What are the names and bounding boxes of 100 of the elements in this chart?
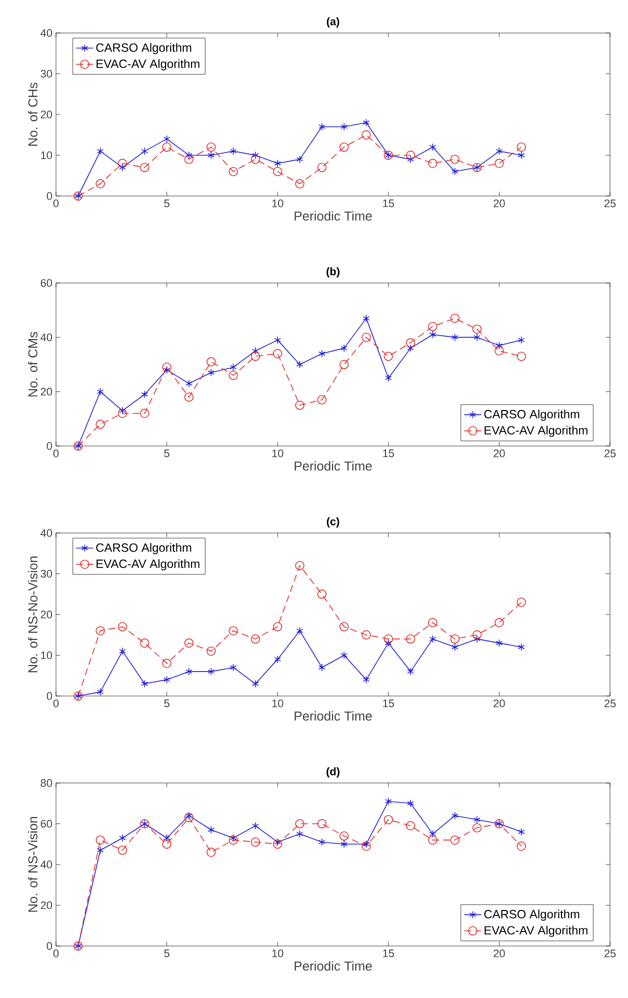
point <box>339 831 349 841</box>
point <box>407 799 414 808</box>
point <box>296 360 304 368</box>
point <box>428 158 438 168</box>
point <box>118 158 128 168</box>
x-tick-label: 5 <box>164 700 170 708</box>
point <box>230 834 237 842</box>
y-tick-label: 20 <box>40 110 52 118</box>
point <box>474 333 480 342</box>
x-tick-label: 20 <box>494 950 505 958</box>
chart-title: (b) <box>326 267 340 278</box>
x-axis-title: Periodic Time <box>294 211 372 221</box>
point <box>496 639 503 647</box>
point <box>208 368 215 377</box>
x-tick-label: 10 <box>272 950 284 958</box>
x-tick-label: 15 <box>383 700 394 708</box>
point <box>274 159 282 168</box>
point <box>518 151 525 160</box>
x-tick-label: 15 <box>383 200 394 208</box>
x-tick-label: 10 <box>272 200 284 208</box>
point <box>384 352 394 361</box>
point <box>208 826 215 834</box>
point <box>407 344 414 352</box>
point <box>119 834 126 842</box>
point <box>163 366 170 374</box>
y-tick-label: 40 <box>40 529 52 537</box>
point <box>252 822 259 830</box>
point <box>252 151 259 160</box>
point <box>230 363 237 372</box>
point <box>250 837 260 847</box>
point <box>118 846 128 855</box>
point <box>119 406 126 415</box>
point <box>186 151 192 160</box>
point <box>472 823 482 832</box>
point <box>340 840 348 848</box>
point <box>340 651 348 660</box>
point <box>518 336 525 344</box>
point <box>118 622 128 632</box>
point <box>451 643 458 651</box>
point <box>496 147 503 156</box>
point <box>206 357 216 366</box>
point <box>472 324 482 334</box>
point <box>273 840 282 849</box>
point <box>429 830 436 838</box>
y-tick-label: 20 <box>40 901 52 910</box>
point <box>186 668 192 676</box>
point <box>406 821 416 830</box>
y-axis-title: No. of CHs <box>28 82 38 146</box>
x-tick-label: 15 <box>383 450 394 458</box>
point <box>274 655 282 664</box>
y-tick-label: 80 <box>40 779 52 787</box>
point <box>96 688 104 696</box>
point <box>295 819 304 828</box>
point <box>252 347 259 355</box>
point <box>474 635 480 643</box>
point <box>384 374 392 382</box>
x-tick-label: 5 <box>164 200 170 208</box>
point <box>141 390 148 398</box>
point <box>228 370 238 380</box>
point <box>184 154 194 164</box>
point <box>429 330 436 339</box>
legend-label: CARSO Algorithm <box>484 410 580 421</box>
legend-label: CARSO Algorithm <box>96 543 192 554</box>
y-axis-title: No. of NS-No-Vision <box>28 556 38 672</box>
x-axis-title: Periodic Time <box>294 961 372 971</box>
y-tick-label: 60 <box>40 820 52 828</box>
point <box>119 164 126 172</box>
point <box>162 840 172 849</box>
point <box>96 147 104 156</box>
point <box>496 342 503 350</box>
point <box>340 122 348 131</box>
point <box>516 842 526 851</box>
point <box>317 162 327 172</box>
point <box>208 668 215 676</box>
point <box>429 635 436 643</box>
point <box>362 130 371 140</box>
point <box>163 135 170 143</box>
point <box>208 151 215 160</box>
point <box>362 314 370 322</box>
y-axis-title: No. of NS-Vision <box>28 816 38 912</box>
point <box>141 147 148 156</box>
point <box>450 634 460 644</box>
point <box>318 838 326 846</box>
point <box>516 598 526 607</box>
point <box>96 835 105 845</box>
point <box>384 815 393 824</box>
point <box>516 352 526 361</box>
point <box>206 848 216 857</box>
point <box>516 142 526 152</box>
point <box>162 142 172 152</box>
point <box>450 314 460 323</box>
point <box>296 830 304 838</box>
point <box>96 388 104 396</box>
y-tick-label: 30 <box>40 70 52 78</box>
point <box>228 626 238 636</box>
y-tick-label: 10 <box>41 651 52 660</box>
y-tick-label: 30 <box>40 570 52 578</box>
point <box>362 676 370 684</box>
point <box>494 158 504 168</box>
x-tick-label: 25 <box>604 950 616 958</box>
